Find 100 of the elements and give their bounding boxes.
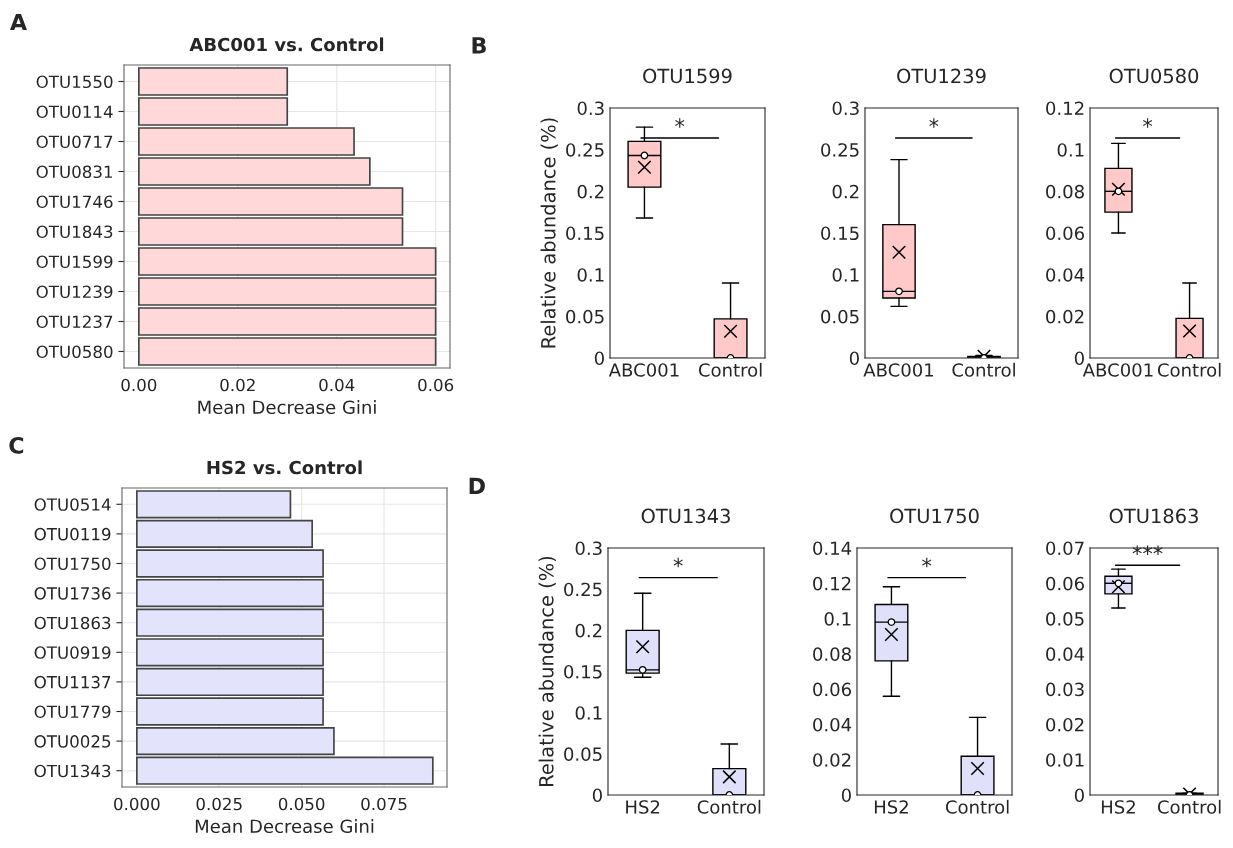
y-tick-label: 0.08 <box>813 647 851 661</box>
y-tick-label: 0.03 <box>1046 682 1084 697</box>
x-axis-title: Mean Decrease Gini <box>195 819 374 834</box>
y-tick-label: OTU1746 <box>36 195 113 209</box>
y-tick-label: OTU1599 <box>36 255 113 269</box>
y-tick-label: 0.02 <box>813 753 851 767</box>
y-tick-label: 0.1 <box>832 268 859 282</box>
text: D <box>469 477 485 494</box>
y-tick-label: OTU0119 <box>34 527 111 541</box>
chart-title: OTU1863 <box>1109 508 1198 524</box>
x-tick-label: ABC001 <box>608 363 679 377</box>
y-tick-label: OTU1137 <box>34 675 111 689</box>
annotation: * <box>922 557 932 568</box>
y-tick-label: 0.07 <box>1046 541 1084 556</box>
y-tick-label: 0 <box>594 351 604 366</box>
y-tick-label: OTU1237 <box>36 315 113 329</box>
y-tick-label: 0.06 <box>813 682 851 697</box>
y-tick-label: 0.14 <box>813 541 852 556</box>
annotation: * <box>675 118 685 128</box>
x-tick-label: 0.04 <box>319 378 355 392</box>
bar <box>135 490 292 519</box>
y-tick-label: 0.12 <box>813 576 851 591</box>
chart-title: ABC001 vs. Control <box>189 37 384 52</box>
x-tick-label: HS2 <box>626 800 660 814</box>
y-tick-label: 0.25 <box>821 143 859 157</box>
y-tick-label: OTU0514 <box>34 498 111 511</box>
y-tick-label: 0.15 <box>821 226 859 241</box>
annotation: * <box>1143 118 1153 128</box>
x-axis-title: Mean Decrease Gini <box>198 400 376 415</box>
y-tick-label: 0.04 <box>1046 268 1085 282</box>
x-tick-label: 0.025 <box>196 797 242 811</box>
x-tick-label: Control <box>945 799 1009 814</box>
bar <box>135 756 434 785</box>
y-tick-label: 0.05 <box>566 309 604 324</box>
x-tick-label: 0.050 <box>278 797 325 811</box>
x-tick-label: Control <box>1157 799 1221 814</box>
chart-title: OTU1343 <box>641 508 730 524</box>
y-tick-label: 0.3 <box>577 101 604 116</box>
x-tick-label: Control <box>697 799 761 814</box>
y-axis-title: Relative abundance (%) <box>538 556 556 786</box>
y-tick-label: 0.08 <box>1046 184 1084 199</box>
y-tick-label: 0.2 <box>577 184 604 199</box>
y-tick-label: 0.12 <box>1046 101 1084 116</box>
y-tick-label: 0.05 <box>821 309 859 324</box>
y-tick-label: OTU1239 <box>36 285 113 299</box>
y-tick-label: 0 <box>1074 351 1084 366</box>
y-tick-label: 0.1 <box>1057 143 1084 157</box>
x-tick-label: ABC001 <box>863 363 934 377</box>
y-tick-label: OTU0919 <box>34 646 111 659</box>
text: B <box>472 37 486 54</box>
y-tick-label: 0.3 <box>832 101 859 116</box>
y-tick-label: OTU1750 <box>34 557 111 571</box>
y-tick-label: 0.06 <box>1046 226 1084 241</box>
y-tick-label: OTU0580 <box>36 345 113 359</box>
y-tick-label: 0.02 <box>1046 309 1084 324</box>
y-tick-label: OTU1736 <box>34 587 111 600</box>
text: C <box>9 436 24 454</box>
x-tick-label: ABC001 <box>1082 363 1153 377</box>
y-tick-label: 0.1 <box>575 706 602 720</box>
y-tick-label: 0.05 <box>1046 612 1084 626</box>
y-tick-label: 0 <box>592 788 602 803</box>
x-tick-label: 0.00 <box>121 378 157 392</box>
x-tick-label: Control <box>1157 362 1221 377</box>
x-tick-label: 0.02 <box>220 378 255 392</box>
y-tick-label: 0 <box>841 788 851 803</box>
y-tick-label: 0.04 <box>813 717 852 732</box>
y-tick-label: 0.05 <box>564 747 602 761</box>
y-tick-label: OTU1863 <box>34 616 111 630</box>
annotation: * <box>673 557 683 568</box>
chart-title: HS2 vs. Control <box>207 460 362 475</box>
y-tick-label: 0.15 <box>564 664 602 679</box>
y-tick-label: 0.04 <box>1046 647 1085 661</box>
y-tick-label: OTU1343 <box>34 764 111 778</box>
x-tick-label: Control <box>952 362 1015 377</box>
y-tick-label: OTU0717 <box>36 135 113 149</box>
annotation: * <box>929 118 939 128</box>
x-tick-label: Control <box>698 362 762 377</box>
chart-title: OTU1599 <box>643 68 732 84</box>
y-tick-label: 0.25 <box>564 582 602 597</box>
x-tick-label: 0.075 <box>361 797 407 811</box>
y-tick-label: 0.01 <box>1046 753 1084 767</box>
y-tick-label: 0.25 <box>566 143 604 157</box>
y-tick-label: 0.2 <box>832 184 859 199</box>
y-tick-label: 0.02 <box>1046 717 1084 732</box>
chart-title: OTU1239 <box>897 68 986 84</box>
y-tick-label: 0.06 <box>1046 576 1084 591</box>
y-tick-label: 0.15 <box>566 226 604 241</box>
y-tick-label: OTU1843 <box>36 225 113 239</box>
y-tick-label: 0.3 <box>575 541 602 556</box>
x-tick-label: 0.06 <box>418 378 454 392</box>
y-axis-title: Relative abundance (%) <box>540 118 558 348</box>
x-tick-label: 0.000 <box>114 797 160 811</box>
y-tick-label: OTU0114 <box>36 105 113 119</box>
y-tick-label: 0 <box>1074 788 1084 803</box>
y-tick-label: 0 <box>849 351 859 366</box>
text: A <box>10 13 27 31</box>
y-tick-label: 0.2 <box>575 623 602 638</box>
y-tick-label: 0.1 <box>824 612 851 626</box>
chart-title: OTU1750 <box>890 508 979 524</box>
y-tick-label: OTU1550 <box>36 75 113 89</box>
